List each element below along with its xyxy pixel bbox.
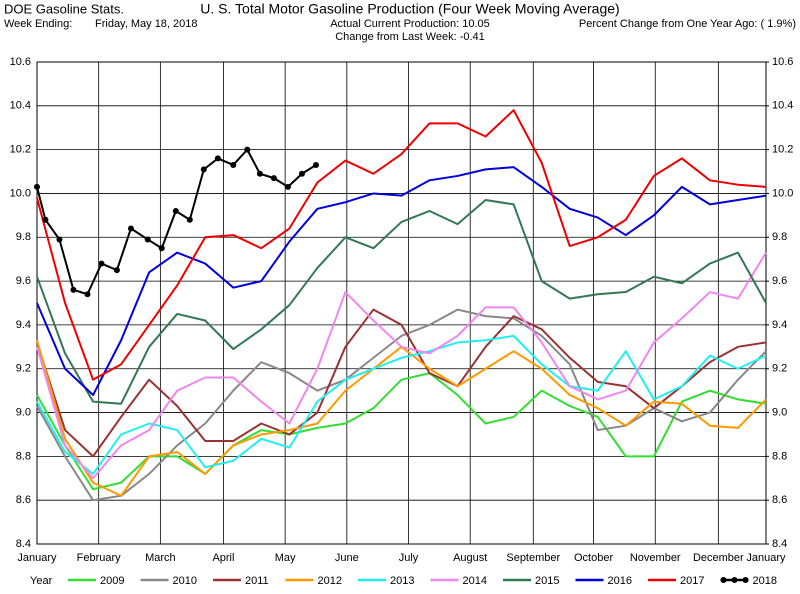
- legend-label: 2011: [245, 575, 269, 587]
- week-date: Friday, May 18, 2018: [95, 18, 198, 30]
- series-line: [36, 308, 767, 458]
- y-tick-label: 9.8: [16, 231, 31, 243]
- header: DOE Gasoline Stats.: [4, 1, 124, 16]
- y-tick-label: 10.4: [10, 100, 31, 112]
- y2-tick-label: 9.4: [772, 319, 787, 331]
- series-marker: [127, 225, 134, 232]
- series-marker: [312, 161, 319, 168]
- series-marker: [230, 161, 237, 168]
- series-marker: [98, 260, 105, 267]
- y-tick-label: 8.6: [16, 494, 31, 506]
- legend-marker: [742, 577, 749, 583]
- y2-tick-label: 9.8: [772, 231, 787, 243]
- plot-frame: [36, 61, 767, 545]
- y2-tick-label: 8.8: [772, 450, 787, 462]
- y-tick-label: 10.2: [10, 144, 31, 156]
- x-tick-label: November: [630, 552, 681, 564]
- series-marker: [298, 170, 305, 177]
- legend-marker: [720, 577, 727, 583]
- series-marker: [284, 183, 291, 190]
- percent-note: Percent Change from One Year Ago: ( 1.9%…: [579, 18, 796, 30]
- y2-tick-label: 9.2: [772, 363, 787, 375]
- y2-tick-label: 10.2: [772, 144, 793, 156]
- series-marker: [270, 175, 277, 182]
- y-tick-label: 9.2: [16, 363, 31, 375]
- series-marker: [172, 207, 179, 214]
- series-marker: [84, 291, 91, 298]
- series-marker: [256, 170, 263, 177]
- series-line: [36, 252, 767, 480]
- series-marker: [56, 236, 63, 243]
- series-line: [36, 199, 767, 405]
- y-tick-label: 8.4: [16, 538, 31, 550]
- series-marker: [42, 216, 49, 223]
- series-marker: [34, 183, 40, 190]
- legend-label: 2010: [173, 575, 197, 587]
- y-tick-label: 8.8: [16, 450, 31, 462]
- y-tick-label: 10.6: [10, 56, 31, 68]
- series-marker: [200, 166, 207, 173]
- legend-marker: [731, 577, 738, 583]
- series-line: [36, 166, 767, 397]
- series-line: [36, 148, 317, 296]
- x-tick-label: January: [17, 552, 57, 564]
- legend-label: 2016: [608, 575, 632, 587]
- x-tick-label: December: [693, 552, 744, 564]
- y2-tick-label: 8.4: [772, 538, 787, 550]
- series-line: [36, 308, 767, 502]
- x-tick-label: October: [574, 552, 613, 564]
- x-tick-label: June: [335, 552, 359, 564]
- series-line: [36, 334, 767, 475]
- legend-label: 2012: [318, 575, 342, 587]
- x-tick-label: August: [453, 552, 487, 564]
- y-tick-label: 9.6: [16, 275, 31, 287]
- y-tick-label: 9.4: [16, 319, 31, 331]
- y2-tick-label: 10.6: [772, 56, 793, 68]
- y2-tick-label: 9.0: [772, 406, 787, 418]
- series-marker: [186, 216, 193, 223]
- x-tick-label: May: [275, 552, 296, 564]
- series-line: [36, 339, 767, 497]
- series-marker: [244, 146, 251, 153]
- legend-label: 2017: [680, 575, 704, 587]
- y-tick-label: 9.0: [16, 406, 31, 418]
- subtitle: Change from Last Week: -0.41: [335, 31, 485, 43]
- series-marker: [113, 267, 120, 274]
- x-tick-label: January: [746, 552, 786, 564]
- legend-label: 2014: [463, 575, 487, 587]
- legend-label: 2015: [535, 575, 559, 587]
- series-marker: [70, 286, 77, 293]
- y2-tick-label: 10.0: [772, 187, 793, 199]
- x-tick-label: March: [145, 552, 176, 564]
- series-line: [36, 372, 767, 491]
- series-marker: [144, 236, 151, 243]
- y-tick-label: 10.0: [10, 187, 31, 199]
- legend-label: 2009: [100, 575, 124, 587]
- legend-title: Year: [30, 575, 53, 587]
- y2-tick-label: 8.6: [772, 494, 787, 506]
- legend-label: 2013: [390, 575, 414, 587]
- x-tick-label: April: [212, 552, 234, 564]
- x-tick-label: September: [506, 552, 560, 564]
- subtitle: Actual Current Production: 10.05: [330, 18, 490, 30]
- x-tick-label: July: [399, 552, 419, 564]
- series-marker: [158, 245, 165, 252]
- chart-title: U. S. Total Motor Gasoline Production (F…: [200, 1, 619, 17]
- legend-label: 2018: [753, 575, 777, 587]
- x-tick-label: February: [77, 552, 122, 564]
- y2-tick-label: 10.4: [772, 100, 793, 112]
- series-line: [36, 109, 767, 381]
- series-marker: [214, 155, 221, 162]
- y2-tick-label: 9.6: [772, 275, 787, 287]
- week-label: Week Ending:: [4, 18, 72, 30]
